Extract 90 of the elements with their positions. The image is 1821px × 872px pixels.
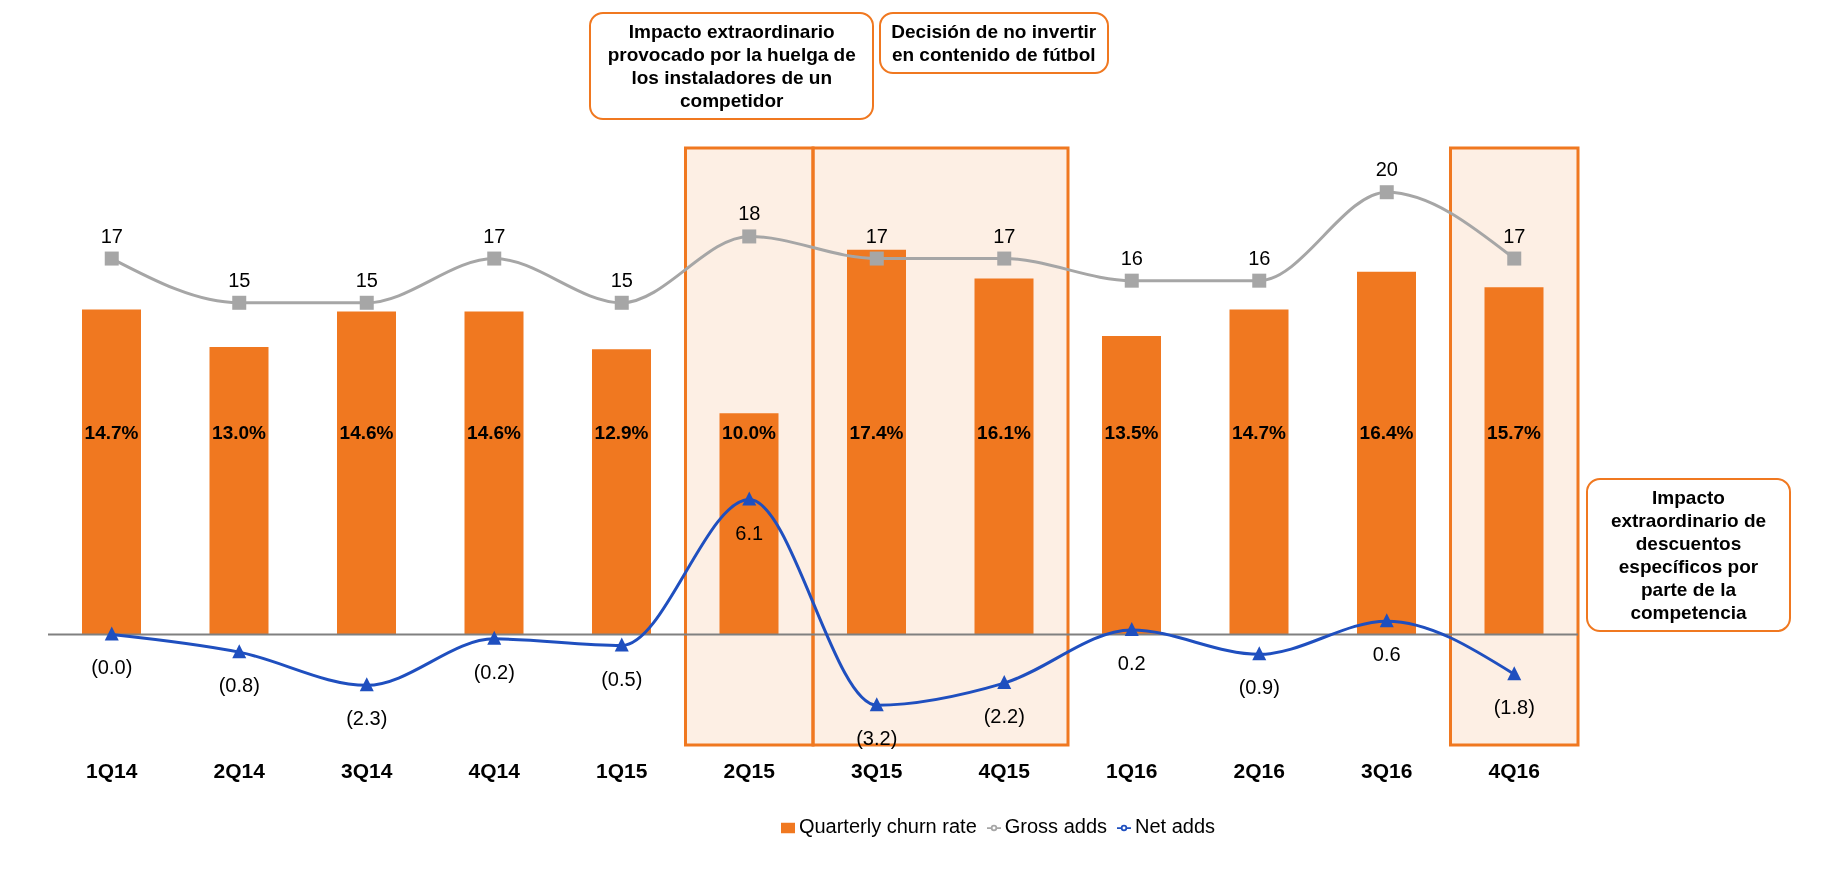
data-label: (3.2) [856, 727, 898, 750]
data-label: 14.6% [339, 422, 394, 444]
data-label: 14.6% [467, 422, 522, 444]
data-label: 0.2 [1117, 652, 1146, 675]
point [1507, 251, 1522, 266]
bar [719, 413, 779, 635]
data-label: 16.4% [1359, 422, 1414, 444]
data-label: 17 [100, 224, 123, 247]
point [104, 251, 119, 266]
data-label: 15 [610, 268, 633, 291]
point [1124, 273, 1139, 288]
point [1124, 622, 1139, 637]
point [742, 491, 757, 506]
data-label: 12.9% [594, 422, 649, 444]
bar [847, 249, 906, 635]
bar [1484, 287, 1544, 635]
text: Decisión de no invertir en contenido de fútbol [878, 12, 1109, 74]
data-label: 14.7% [84, 422, 139, 444]
data-label: (0.5) [601, 667, 643, 690]
data-label: 6.1 [735, 521, 764, 544]
x-tick-label: 4Q16 [1488, 758, 1540, 782]
point [1379, 613, 1394, 628]
point [487, 630, 502, 645]
data-label: 0.6 [1372, 643, 1401, 666]
point [869, 697, 884, 712]
data-label: 18 [738, 202, 761, 225]
x-tick-label: 4Q14 [468, 758, 521, 782]
x-tick-label: 1Q15 [596, 758, 648, 782]
x-tick-label: 3Q14 [341, 758, 393, 782]
x-tick-label: 4Q15 [978, 758, 1031, 782]
bar [464, 311, 524, 635]
bar [209, 347, 269, 635]
x-tick-label: 2Q14 [213, 758, 266, 782]
data-label: (0.2) [473, 660, 515, 683]
legend-label: Net adds [1135, 815, 1216, 837]
point [1252, 646, 1267, 661]
data-label: 14.7% [1232, 422, 1287, 444]
point [1252, 273, 1267, 288]
legend-label: Gross adds [1004, 815, 1108, 837]
data-label: 17 [993, 224, 1016, 247]
point [1507, 666, 1522, 681]
point [359, 295, 374, 310]
data-label: 17 [483, 224, 506, 247]
point [359, 677, 374, 692]
point [614, 637, 629, 652]
x-tick-label: 1Q16 [1106, 758, 1158, 782]
legend-label: Quarterly churn rate [798, 815, 977, 837]
point [997, 675, 1012, 690]
data-label: 17.4% [849, 422, 904, 444]
point [614, 295, 629, 310]
data-label: 15 [355, 268, 378, 291]
point [232, 295, 247, 310]
data-label: 16 [1120, 246, 1143, 269]
point [997, 251, 1012, 266]
data-label: 10.0% [722, 422, 777, 444]
x-tick-label: 2Q15 [723, 758, 776, 782]
data-label: 13.0% [212, 422, 267, 444]
data-label: (1.8) [1493, 696, 1535, 719]
x-tick-label: 3Q16 [1361, 758, 1413, 782]
data-label: (2.2) [983, 705, 1025, 728]
data-label: 20 [1375, 158, 1398, 181]
data-label: 17 [1503, 224, 1526, 247]
point [487, 251, 502, 266]
point [1379, 185, 1394, 200]
bar [337, 311, 396, 635]
x-tick-label: 3Q15 [851, 758, 903, 782]
data-label: (0.0) [91, 656, 133, 679]
data-label: 15.7% [1487, 422, 1542, 444]
data-label: 17 [865, 224, 888, 247]
data-label: (2.3) [346, 707, 388, 730]
bar [1102, 335, 1161, 635]
point [742, 229, 757, 244]
point [232, 644, 247, 659]
data-label: 16 [1248, 246, 1271, 269]
point [104, 626, 119, 641]
data-label: 13.5% [1104, 422, 1159, 444]
text: Impacto extraordinario provocado por la huelga de los instaladores de un competidor [589, 12, 875, 120]
x-tick-label: 2Q16 [1233, 758, 1285, 782]
x-tick-label: 1Q14 [86, 758, 138, 782]
data-label: 16.1% [977, 422, 1032, 444]
data-label: (0.8) [218, 674, 260, 697]
bar [592, 349, 651, 635]
bar [82, 309, 141, 635]
text: Impacto extraordinario de descuentos específicos por parte de la competencia [1586, 478, 1791, 632]
bar [1229, 309, 1289, 635]
point [869, 251, 884, 266]
data-label: 15 [228, 268, 251, 291]
data-label: (0.9) [1238, 676, 1280, 699]
bar [1357, 271, 1416, 635]
bar [974, 278, 1034, 635]
